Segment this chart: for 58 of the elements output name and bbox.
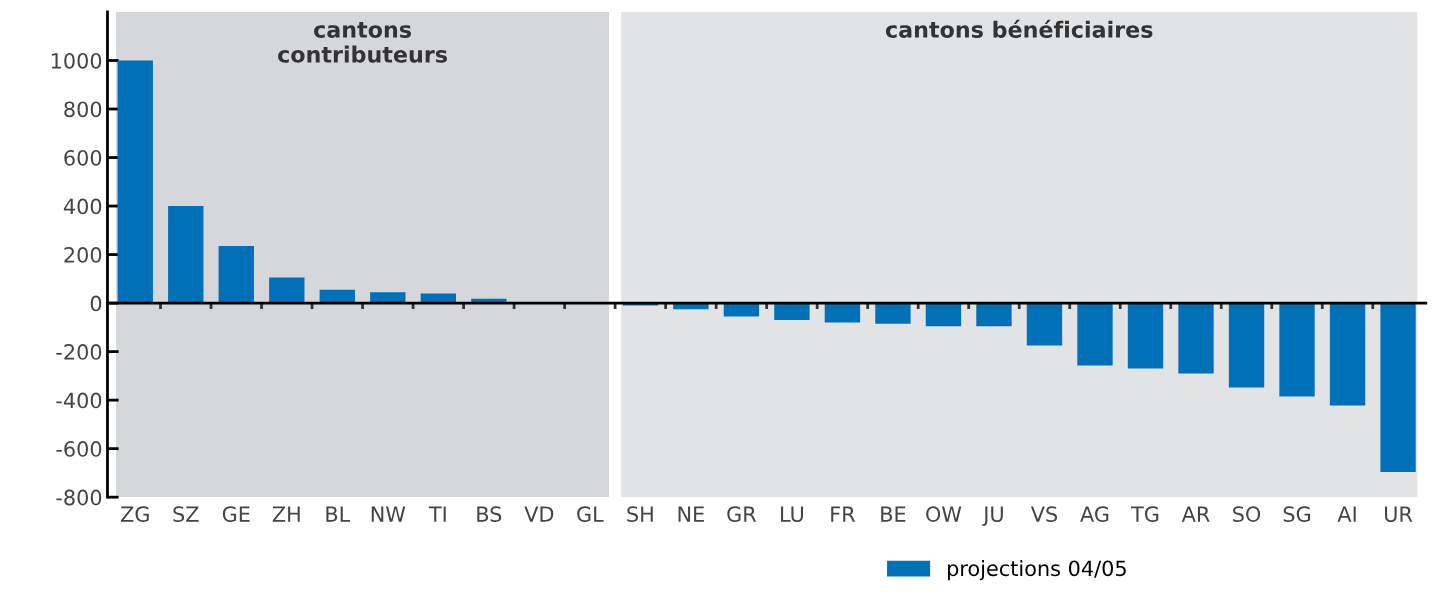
x-tick-label: VS [1030,506,1058,522]
bar [218,246,254,304]
y-tick-label: 400 [63,198,102,215]
bar [1127,303,1164,369]
y-tick-label: -800 [56,489,102,506]
x-tick-label: OW [926,506,962,522]
x-tick-label: NE [678,506,704,522]
bar [1077,303,1113,366]
x-tick-label: TG [1131,506,1159,522]
bar [420,293,457,304]
bar [1380,303,1416,472]
y-tick-label: 600 [64,149,102,166]
x-tick-label: SZ [173,506,199,522]
bar [925,303,962,327]
x-tick-label: UR [1385,506,1413,522]
x-tick-label: JU [982,506,1003,526]
bar [875,303,911,324]
x-tick-label: GE [222,506,250,522]
x-tick-label: FR [831,506,856,522]
bar [117,60,153,304]
x-tick-label: LU [781,506,804,522]
bar [168,206,204,304]
x-tick-label: VD [524,506,554,522]
x-tick-label: SG [1283,506,1310,522]
bar [370,292,406,304]
band-label: cantons bénéficiaires [885,19,1153,38]
x-tick-label: SH [627,506,653,522]
x-tick-label: TI [428,506,446,522]
y-tick-label: 1000 [51,52,102,69]
x-tick-label: BL [326,506,351,522]
band-label: cantons contributeurs [278,21,447,63]
bar [1279,303,1315,397]
x-tick-label: AI [1337,506,1356,522]
y-tick-label: 800 [64,101,102,118]
y-tick-label: 0 [90,295,102,312]
x-tick-label: GL [577,506,604,522]
bar [1026,303,1063,346]
y-tick-label: -400 [56,392,102,409]
y-tick-label: 200 [64,247,102,263]
legend-label: projections 04/05 [947,560,1126,581]
bar [269,277,305,304]
bar [1329,303,1366,406]
bar [774,303,810,321]
x-tick-label: SO [1233,506,1261,522]
bar [976,303,1012,327]
bar [1228,303,1265,388]
y-tick-label: -200 [56,344,102,360]
x-tick-label: GR [727,506,757,522]
bar [824,303,861,323]
x-tick-label: BS [477,506,502,522]
x-tick-label: NW [371,506,406,522]
x-tick-label: BE [881,506,906,522]
x-tick-label: AG [1080,506,1109,522]
x-tick-label: ZG [120,506,149,522]
x-tick-label: AR [1181,506,1210,522]
y-tick-label: -600 [56,441,102,457]
bar [1178,303,1214,374]
x-tick-label: ZH [272,506,300,522]
